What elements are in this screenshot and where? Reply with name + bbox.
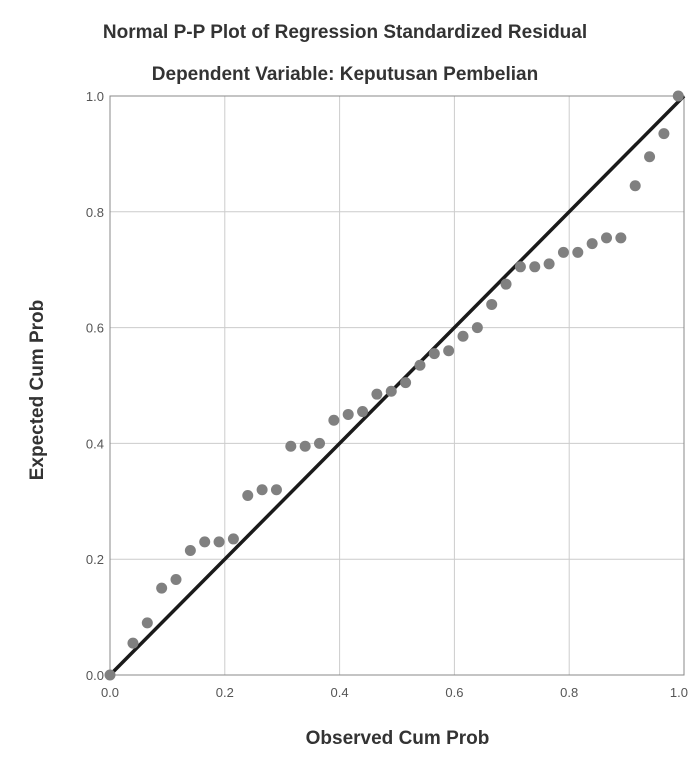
data-point (270, 484, 282, 496)
data-point (199, 536, 211, 548)
data-point (414, 359, 426, 371)
data-point (357, 406, 369, 418)
x-tick-label: 0.0 (101, 685, 119, 700)
data-point (658, 128, 670, 140)
data-point (285, 440, 297, 452)
y-tick-label: 0.8 (86, 205, 104, 220)
y-tick-label: 1.0 (86, 89, 104, 104)
chart-title: Normal P-P Plot of Regression Standardiz… (102, 22, 588, 43)
data-point (514, 261, 526, 273)
data-points (104, 90, 684, 681)
data-point (400, 377, 412, 389)
data-point (141, 617, 153, 629)
data-point (557, 246, 569, 258)
data-point (586, 238, 598, 250)
data-point (572, 246, 584, 258)
y-tick-label: 0.2 (86, 552, 104, 567)
reference-line (108, 94, 686, 677)
chart-subtitle: Dependent Variable: Keputusan Pembelian (151, 64, 539, 85)
data-point (227, 533, 239, 545)
y-tick-label: 0.4 (86, 436, 104, 451)
data-point (213, 536, 225, 548)
data-point (170, 573, 182, 585)
x-tick-label: 1.0 (670, 685, 688, 700)
data-point (156, 582, 168, 594)
data-point (471, 322, 483, 334)
data-point (314, 437, 326, 449)
data-point (342, 408, 354, 420)
data-point (328, 414, 340, 426)
x-tick-label: 0.4 (331, 685, 349, 700)
data-point (104, 669, 116, 681)
data-point (443, 345, 455, 357)
data-point (256, 484, 268, 496)
data-point (299, 440, 311, 452)
y-axis-label: Expected Cum Prob (27, 299, 48, 481)
x-tick-label: 0.8 (560, 685, 578, 700)
data-point (543, 258, 555, 270)
data-point (457, 330, 469, 342)
x-tick-labels: 0.0 0.2 0.4 0.6 0.8 1.0 (101, 685, 688, 700)
data-point (385, 385, 397, 397)
data-point (371, 388, 383, 400)
data-point (486, 298, 498, 310)
x-tick-label: 0.6 (445, 685, 463, 700)
data-point (184, 545, 196, 557)
plot-frame (109, 95, 685, 676)
data-point (500, 278, 512, 290)
x-axis-label: Observed Cum Prob (305, 728, 490, 749)
y-tick-label: 0.6 (86, 321, 104, 336)
y-tick-label: 0.0 (86, 668, 104, 683)
data-point (242, 490, 254, 502)
data-point (672, 90, 684, 102)
data-point (428, 348, 440, 360)
data-point (629, 180, 641, 192)
data-point (644, 151, 656, 163)
data-point (601, 232, 613, 244)
data-point (615, 232, 627, 244)
data-point (529, 261, 541, 273)
y-tick-labels: 0.0 0.2 0.4 0.6 0.8 1.0 (86, 89, 104, 683)
x-tick-label: 0.2 (216, 685, 234, 700)
data-point (127, 637, 139, 649)
